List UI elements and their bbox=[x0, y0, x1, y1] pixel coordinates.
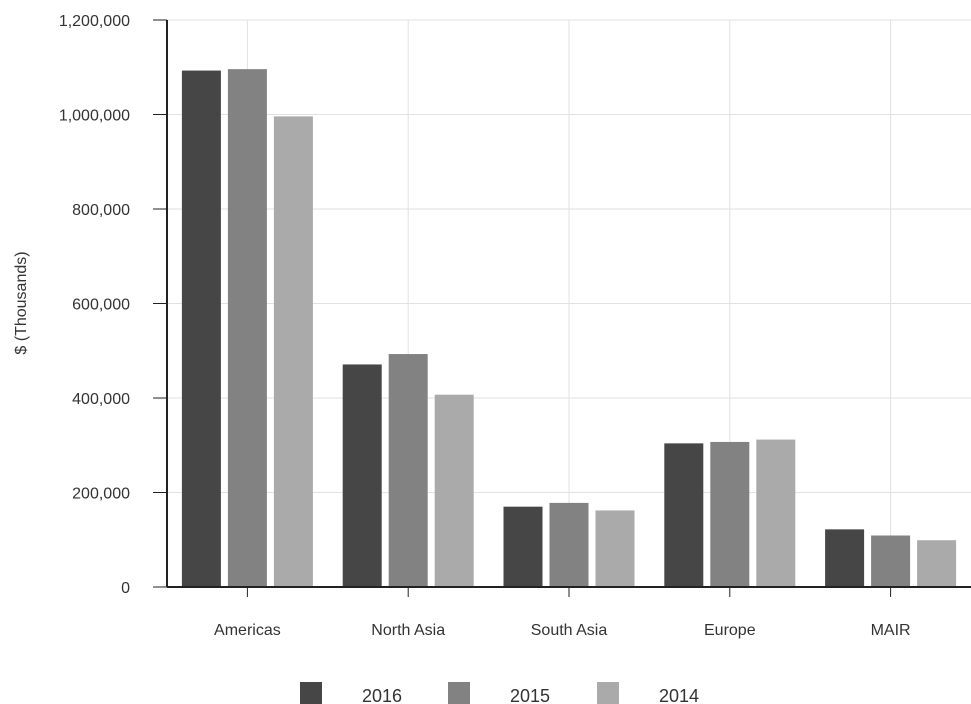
bar-2014 bbox=[434, 394, 474, 587]
bars bbox=[181, 69, 957, 588]
y-tick-label: 600,000 bbox=[72, 297, 130, 314]
bar-2016 bbox=[825, 529, 865, 587]
legend-swatch-2015 bbox=[448, 682, 470, 704]
bar-2014 bbox=[273, 116, 313, 587]
bar-2016 bbox=[181, 70, 221, 588]
y-tick-label: 400,000 bbox=[72, 391, 130, 408]
bar-2014 bbox=[595, 510, 635, 587]
legend-label: 2014 bbox=[659, 686, 699, 704]
bar-2015 bbox=[549, 502, 589, 587]
legend: 2016 2015 2014 bbox=[300, 682, 699, 704]
x-tick-label: Americas bbox=[214, 622, 281, 639]
bar-2014 bbox=[917, 540, 957, 587]
y-tick-label: 200,000 bbox=[72, 486, 130, 503]
bar-2015 bbox=[710, 441, 750, 587]
y-ticks: 0 200,000 400,000 600,000 800,000 1,000,000 1,… bbox=[59, 13, 167, 597]
bar-2014 bbox=[756, 439, 796, 587]
legend-label: 2016 bbox=[362, 686, 402, 704]
bar-2016 bbox=[503, 506, 543, 587]
bar-2016 bbox=[342, 364, 382, 587]
x-tick-label: MAIR bbox=[871, 622, 911, 639]
y-tick-label: 800,000 bbox=[72, 202, 130, 219]
bar-2015 bbox=[388, 354, 428, 587]
x-tick-label: Europe bbox=[704, 622, 756, 639]
legend-swatch-2016 bbox=[300, 682, 322, 704]
x-tick-label: South Asia bbox=[531, 622, 608, 639]
y-tick-label: 1,200,000 bbox=[59, 13, 130, 30]
x-tick-labels: Americas North Asia South Asia Europe MAIR bbox=[214, 587, 911, 639]
bar-2016 bbox=[664, 443, 704, 587]
y-tick-label: 1,000,000 bbox=[59, 108, 130, 125]
bar-2015 bbox=[227, 69, 267, 587]
bar-2015 bbox=[871, 535, 911, 587]
x-tick-label: North Asia bbox=[371, 622, 445, 639]
legend-label: 2015 bbox=[510, 686, 550, 704]
y-tick-label: 0 bbox=[121, 580, 130, 597]
legend-swatch-2014 bbox=[597, 682, 619, 704]
y-axis-title: $ (Thousands) bbox=[13, 251, 30, 354]
